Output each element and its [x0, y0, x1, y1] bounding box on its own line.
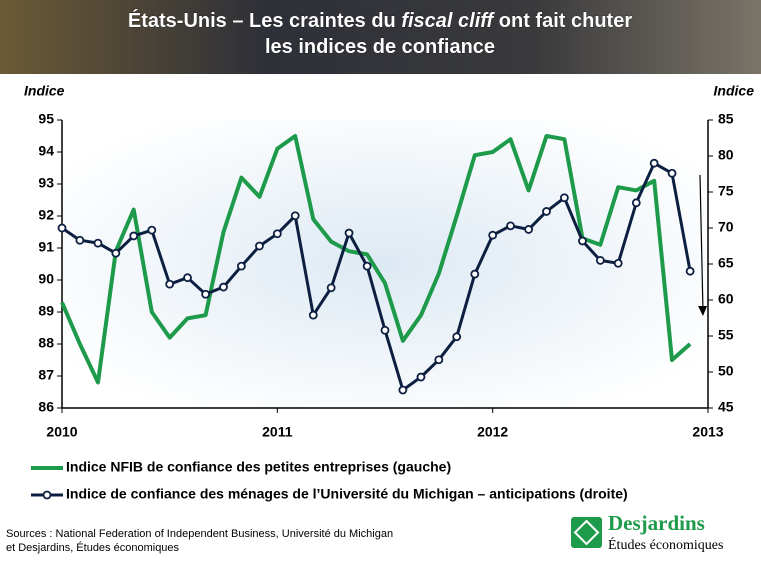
series-marker [453, 333, 460, 340]
chart-title: États-Unis – Les craintes du fiscal clif… [128, 9, 632, 32]
series-marker [669, 170, 676, 177]
series-marker [382, 327, 389, 334]
series-marker [561, 194, 568, 201]
series-marker [220, 284, 227, 291]
y2-tick-label: 75 [718, 183, 734, 199]
series-marker [579, 237, 586, 244]
title-part: États-Unis – Les craintes du [128, 9, 401, 32]
plot-background [62, 120, 708, 408]
y-tick-label: 94 [38, 143, 54, 159]
y2-tick-label: 45 [718, 399, 734, 415]
series-marker [651, 160, 658, 167]
series-marker [543, 208, 550, 215]
y-tick-label: 93 [38, 175, 54, 191]
title-part: ont fait chuter [493, 10, 632, 32]
series-marker [238, 263, 245, 270]
series-marker [76, 237, 83, 244]
y2-tick-label: 65 [718, 255, 734, 271]
logo-subtitle: Études économiques [608, 536, 723, 553]
y-tick-label: 87 [38, 367, 54, 383]
series-marker [94, 240, 101, 247]
x-tick-label: 2012 [477, 424, 508, 440]
page: {"chart_data": {"type": "line", "title":… [0, 0, 761, 562]
y-tick-label: 92 [38, 207, 54, 223]
y2-tick-label: 80 [718, 147, 734, 163]
y-tick-label: 91 [38, 239, 54, 255]
series-marker [112, 250, 119, 257]
legend-label: Indice NFIB de confiance des petites ent… [66, 459, 451, 475]
series-marker [148, 227, 155, 234]
series-marker [202, 291, 209, 298]
series-marker [292, 212, 299, 219]
series-marker [346, 230, 353, 237]
legend-marker [44, 492, 51, 499]
y2-tick-label: 60 [718, 291, 734, 307]
y-axis-label: Indice [24, 83, 65, 99]
series-marker [489, 232, 496, 239]
y2-tick-label: 55 [718, 327, 734, 343]
series-marker [59, 225, 66, 232]
series-marker [184, 274, 191, 281]
series-marker [417, 374, 424, 381]
chart-title: les indices de confiance [265, 36, 495, 58]
series-marker [256, 243, 263, 250]
y-tick-label: 89 [38, 303, 54, 319]
y-tick-label: 95 [38, 111, 54, 127]
legend-label: Indice de confiance des ménages de l’Uni… [66, 486, 628, 502]
x-tick-label: 2011 [262, 424, 293, 440]
series-marker [435, 356, 442, 363]
title-part: les indices de confiance [265, 36, 495, 58]
sources: Sources : National Federation of Indepen… [6, 528, 393, 540]
y2-axis-label: Indice [714, 83, 755, 99]
series-marker [328, 284, 335, 291]
series-marker [399, 387, 406, 394]
series-marker [364, 263, 371, 270]
y2-tick-label: 50 [718, 363, 734, 379]
series-marker [274, 230, 281, 237]
y2-tick-label: 70 [718, 219, 734, 235]
series-marker [633, 199, 640, 206]
series-marker [507, 222, 514, 229]
x-tick-label: 2010 [46, 424, 77, 440]
y-tick-label: 86 [38, 399, 54, 415]
series-marker [471, 271, 478, 278]
sources: et Desjardins, Études économiques [6, 541, 180, 554]
y-tick-label: 90 [38, 271, 54, 287]
series-marker [615, 260, 622, 267]
series-marker [310, 312, 317, 319]
series-marker [166, 281, 173, 288]
logo-name: Desjardins [608, 511, 705, 535]
chart: Indice Indice Desjardins Études économiq… [0, 0, 761, 562]
title-part: fiscal cliff [401, 10, 495, 32]
series-marker [525, 226, 532, 233]
y2-tick-label: 85 [718, 111, 734, 127]
series-marker [687, 268, 694, 275]
series-marker [597, 257, 604, 264]
x-tick-label: 2013 [692, 424, 723, 440]
y-tick-label: 88 [38, 335, 54, 351]
series-marker [130, 232, 137, 239]
